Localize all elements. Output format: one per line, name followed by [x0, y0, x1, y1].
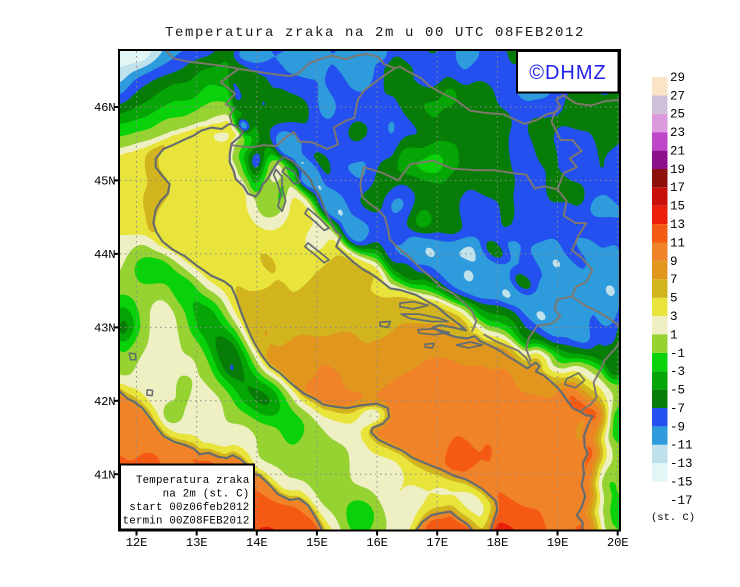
svg-text:-3: -3	[670, 365, 685, 379]
svg-text:7: 7	[670, 273, 678, 287]
svg-text:-9: -9	[670, 420, 685, 434]
svg-text:16E: 16E	[366, 536, 388, 550]
svg-text:17: 17	[670, 181, 685, 195]
svg-text:19E: 19E	[547, 536, 569, 550]
svg-text:15E: 15E	[306, 536, 328, 550]
svg-text:Temperatura zraka: Temperatura zraka	[136, 475, 250, 487]
svg-text:11: 11	[670, 236, 685, 250]
svg-text:20E: 20E	[607, 536, 629, 550]
svg-text:start 00z06feb2012: start 00z06feb2012	[129, 502, 249, 514]
svg-text:1: 1	[670, 328, 678, 342]
svg-text:-5: -5	[670, 384, 685, 398]
svg-text:©DHMZ: ©DHMZ	[529, 62, 607, 84]
svg-text:termin 00Z08FEB2012: termin 00Z08FEB2012	[123, 515, 250, 527]
svg-text:13E: 13E	[186, 536, 208, 550]
svg-text:45N: 45N	[94, 175, 116, 189]
svg-text:14E: 14E	[246, 536, 268, 550]
svg-text:43N: 43N	[94, 322, 116, 336]
svg-text:-17: -17	[670, 494, 693, 508]
svg-text:-1: -1	[670, 347, 685, 361]
svg-text:46N: 46N	[94, 101, 116, 115]
svg-text:13: 13	[670, 218, 685, 232]
svg-text:(st. C): (st. C)	[651, 512, 695, 524]
svg-text:42N: 42N	[94, 395, 116, 409]
svg-text:Temperatura zraka na 2m u 00 U: Temperatura zraka na 2m u 00 UTC 08FEB20…	[165, 25, 585, 41]
svg-text:25: 25	[670, 108, 685, 122]
svg-text:44N: 44N	[94, 248, 116, 262]
svg-text:5: 5	[670, 292, 678, 306]
svg-text:29: 29	[670, 71, 685, 85]
svg-text:17E: 17E	[426, 536, 448, 550]
svg-text:23: 23	[670, 126, 685, 140]
svg-text:21: 21	[670, 145, 685, 159]
svg-text:12E: 12E	[126, 536, 148, 550]
svg-text:19: 19	[670, 163, 685, 177]
svg-text:9: 9	[670, 255, 678, 269]
svg-text:-11: -11	[670, 439, 693, 453]
svg-text:-7: -7	[670, 402, 685, 416]
svg-text:15: 15	[670, 200, 685, 214]
svg-text:na 2m (st. C): na 2m (st. C)	[163, 488, 250, 500]
svg-text:27: 27	[670, 89, 685, 103]
svg-text:-15: -15	[670, 476, 693, 490]
svg-text:3: 3	[670, 310, 678, 324]
svg-text:-13: -13	[670, 457, 693, 471]
svg-text:41N: 41N	[94, 468, 116, 482]
svg-text:18E: 18E	[487, 536, 509, 550]
